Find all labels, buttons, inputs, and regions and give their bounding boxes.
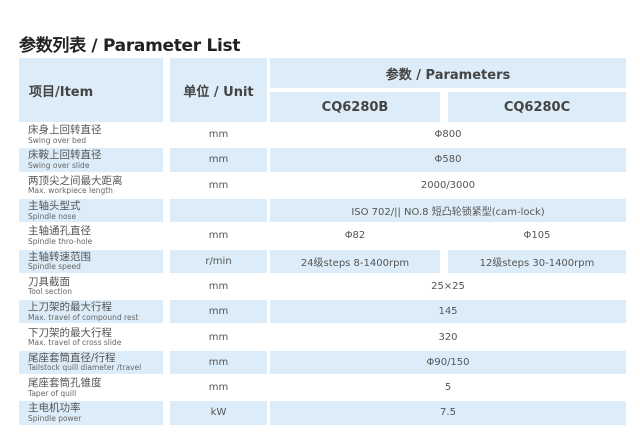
row-unit: mm — [208, 129, 229, 141]
row-unit: mm — [208, 179, 229, 191]
item-name-zh: 床鞍上回转直径 — [28, 149, 102, 162]
row-item: 两顶尖之间最大距离 Max. workpiece length — [19, 174, 163, 197]
row-unit: mm — [208, 382, 229, 394]
item-name-zh: 两顶尖之间最大距离 — [28, 174, 123, 187]
item-name-zh: 主电机功率 — [28, 402, 81, 415]
row-value: 7.5 — [270, 401, 626, 425]
item-name-en: Taper of quill — [28, 388, 77, 398]
item-name-en: Spindle speed — [28, 262, 81, 272]
item-name-en: Spindle power — [28, 413, 82, 423]
row-unit: mm — [170, 300, 267, 324]
item-name-zh: 尾座套筒孔锥度 — [28, 377, 102, 390]
row-item: 上刀架的最大行程 Max. travel of compound rest — [19, 300, 163, 324]
item-name-zh: 床身上回转直径 — [28, 124, 102, 137]
item-name-en: Tool section — [28, 287, 72, 297]
item-name-en: Max. travel of cross slide — [28, 338, 122, 348]
row-value-cq6280b: Φ82 — [344, 230, 366, 242]
row-item: 尾座套筒孔锥度 Taper of quill — [19, 376, 163, 399]
row-value: Φ580 — [270, 148, 626, 172]
row-value-cq6280b: 24级steps 8-1400rpm — [270, 249, 440, 273]
row-value-cq6280c: Φ105 — [523, 230, 551, 242]
row-unit: mm — [208, 280, 229, 292]
item-name-en: Spindle thro-hole — [28, 236, 93, 246]
item-name-en: Tailstock quill diameter /travel — [28, 363, 142, 373]
header-model-b: CQ6280B — [270, 92, 440, 122]
item-name-zh: 刀具截面 — [28, 275, 70, 288]
header-parameters: 参数 / Parameters — [270, 58, 626, 88]
row-unit: mm — [170, 350, 267, 374]
row-item: 刀具截面 Tool section — [19, 275, 163, 298]
header-unit: 单位 / Unit — [170, 58, 267, 122]
row-value: 25×25 — [431, 280, 465, 292]
page-title: 参数列表 / Parameter List — [19, 36, 241, 56]
row-value: 5 — [444, 382, 452, 394]
header-model-c: CQ6280C — [448, 92, 626, 122]
row-unit: mm — [208, 331, 229, 343]
row-value: 145 — [270, 300, 626, 324]
row-value: 2000/3000 — [420, 179, 476, 191]
item-name-en: Max. workpiece length — [28, 186, 113, 196]
item-name-en: Spindle nose — [28, 211, 77, 221]
row-value: Φ90/150 — [270, 350, 626, 374]
row-item: 床身上回转直径 Swing over bed — [19, 123, 163, 146]
item-name-zh: 尾座套筒直径/行程 — [28, 351, 116, 364]
item-name-zh: 主轴通孔直径 — [28, 225, 91, 238]
row-item: 主轴转速范围 Spindle speed — [19, 249, 163, 273]
item-name-zh: 下刀架的最大行程 — [28, 326, 112, 339]
row-item: 主轴通孔直径 Spindle thro-hole — [19, 224, 163, 247]
row-unit: r/min — [170, 249, 267, 273]
row-value-cq6280c: 12级steps 30-1400rpm — [448, 249, 626, 273]
item-name-en: Max. travel of compound rest — [28, 312, 139, 322]
row-item: 主轴头型式 Spindle nose — [19, 198, 163, 223]
row-unit: kW — [170, 401, 267, 425]
row-unit — [170, 198, 267, 223]
row-item: 主电机功率 Spindle power — [19, 401, 163, 425]
item-name-zh: 主轴头型式 — [28, 200, 81, 213]
row-item: 尾座套筒直径/行程 Tailstock quill diameter /trave… — [19, 350, 163, 374]
item-name-en: Swing over slide — [28, 160, 90, 170]
row-item: 下刀架的最大行程 Max. travel of cross slide — [19, 325, 163, 348]
row-value: 320 — [438, 331, 458, 343]
item-name-zh: 主轴转速范围 — [28, 250, 91, 263]
row-item: 床鞍上回转直径 Swing over slide — [19, 148, 163, 172]
item-name-zh: 上刀架的最大行程 — [28, 301, 112, 314]
item-name-en: Swing over bed — [28, 135, 87, 145]
header-item: 项目/Item — [19, 58, 163, 122]
row-value: ISO 702/|| NO.8 短凸轮锁紧型(cam-lock) — [270, 198, 626, 223]
row-value: Φ800 — [434, 129, 462, 141]
row-unit: mm — [170, 148, 267, 172]
row-unit: mm — [208, 230, 229, 242]
